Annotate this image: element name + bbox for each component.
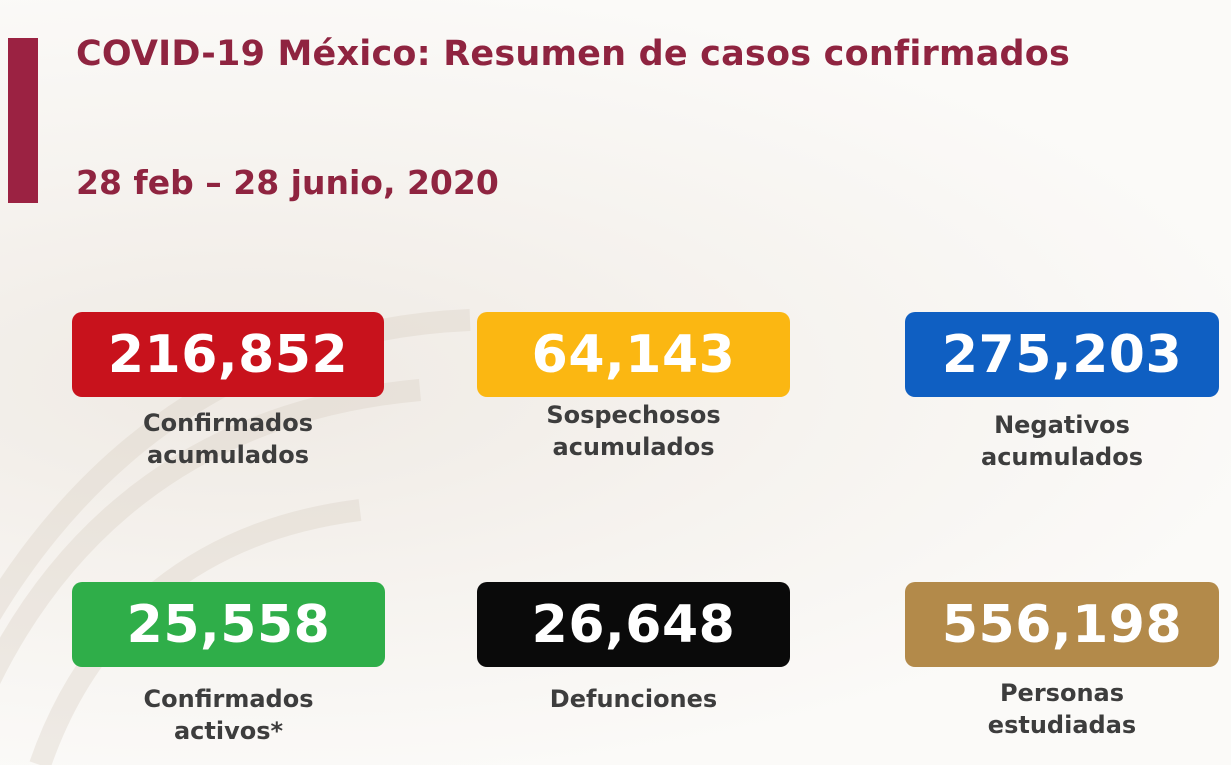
stat-personas-estudiadas: 556,198 Personas estudiadas [905,582,1231,741]
stat-label: Defunciones [549,685,718,713]
stat-value-box: 556,198 [905,582,1219,667]
stat-label: Sospechosos acumulados [546,401,721,461]
stat-label: Confirmados activos* [143,685,314,745]
title-accent-bar [8,38,38,203]
stat-value-box: 25,558 [72,582,385,667]
date-range: 28 feb – 28 junio, 2020 [76,163,499,202]
stat-value-box: 26,648 [477,582,790,667]
stat-confirmados-acumulados: 216,852 Confirmados acumulados [72,312,412,471]
stat-label: Confirmados acumulados [143,409,313,469]
stat-value-box: 64,143 [477,312,790,397]
stat-sospechosos-acumulados: 64,143 Sospechosos acumulados [477,312,817,463]
stat-label: Personas estudiadas [987,679,1137,739]
stat-confirmados-activos: 25,558 Confirmados activos* [72,582,412,747]
stat-label: Negativos acumulados [981,411,1143,471]
stat-defunciones: 26,648 Defunciones [477,582,817,715]
stat-value-box: 275,203 [905,312,1219,397]
page-title: COVID-19 México: Resumen de casos confir… [76,34,1071,74]
stat-value-box: 216,852 [72,312,384,397]
stat-negativos-acumulados: 275,203 Negativos acumulados [905,312,1231,473]
